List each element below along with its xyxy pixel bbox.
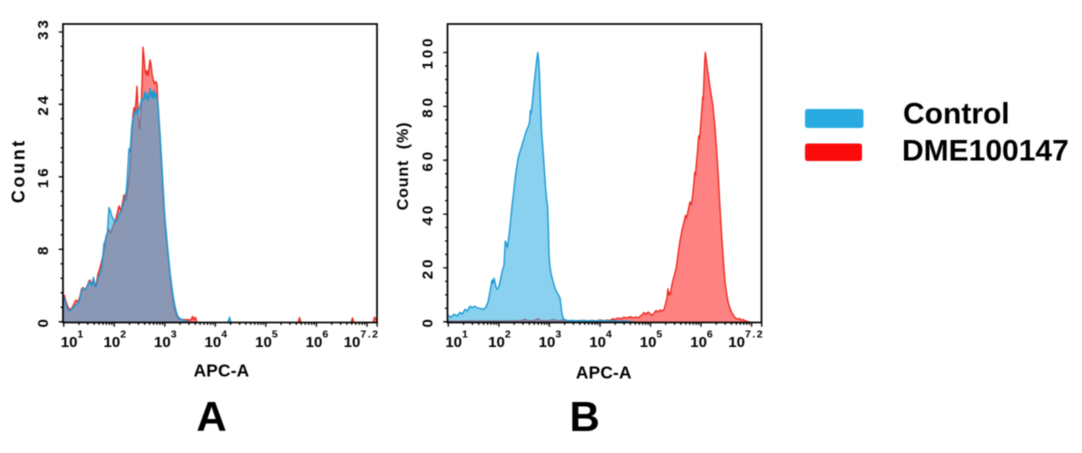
- svg-text:40: 40: [420, 203, 437, 226]
- svg-text:APC-A: APC-A: [194, 361, 250, 381]
- svg-text:80: 80: [420, 95, 437, 118]
- svg-text:8: 8: [35, 244, 52, 255]
- svg-text:A: A: [196, 393, 226, 440]
- svg-text:Count (%): Count (%): [395, 122, 412, 210]
- svg-text:24: 24: [35, 93, 52, 116]
- svg-text:20: 20: [420, 257, 437, 280]
- svg-text:Control: Control: [903, 98, 1010, 131]
- svg-text:DME100147: DME100147: [902, 135, 1069, 168]
- svg-text:APC-A: APC-A: [576, 363, 632, 383]
- svg-text:0: 0: [35, 316, 52, 327]
- svg-text:33: 33: [35, 17, 52, 40]
- svg-text:B: B: [570, 393, 600, 440]
- svg-text:100: 100: [420, 35, 437, 69]
- svg-text:60: 60: [420, 149, 437, 172]
- svg-text:16: 16: [35, 165, 52, 188]
- svg-text:Count: Count: [9, 138, 29, 203]
- svg-text:0: 0: [420, 316, 437, 327]
